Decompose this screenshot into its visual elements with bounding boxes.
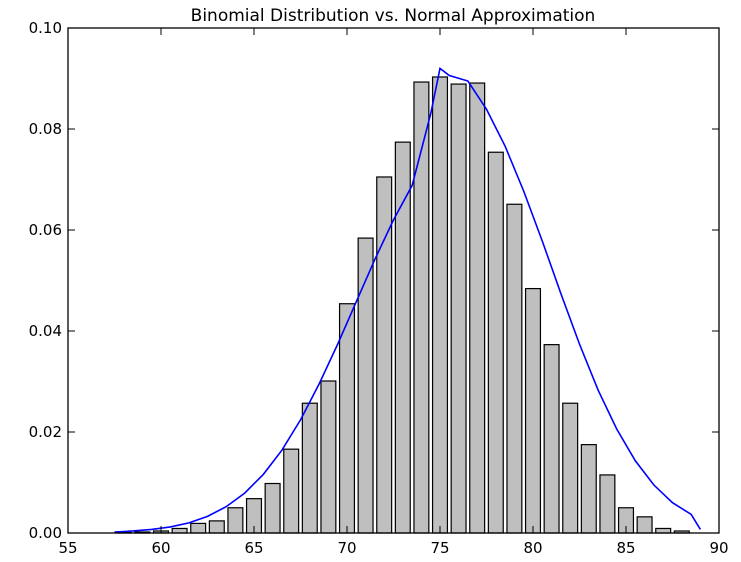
normal-approximation-line <box>114 66 702 533</box>
bar <box>394 141 411 534</box>
bar <box>524 287 542 534</box>
bar <box>562 402 579 534</box>
bar <box>543 344 560 534</box>
bar <box>431 76 449 534</box>
chart-title: Binomial Distribution vs. Normal Approxi… <box>191 6 596 26</box>
bar <box>283 448 300 534</box>
axes <box>67 27 720 534</box>
bar <box>227 507 244 534</box>
bar <box>190 522 207 534</box>
y-tick-label: 0.02 <box>29 423 62 441</box>
bar <box>171 527 188 534</box>
x-tick-label: 75 <box>430 539 449 557</box>
line-series-layer <box>114 66 702 533</box>
bar <box>655 527 672 534</box>
bar <box>636 516 653 534</box>
bar <box>320 380 337 534</box>
x-tick-label: 55 <box>58 539 77 557</box>
bar <box>208 520 225 534</box>
bar <box>264 482 281 534</box>
y-tick-label: 0.10 <box>29 19 62 37</box>
y-tick-label: 0.00 <box>29 524 62 542</box>
bar <box>301 402 318 534</box>
bar <box>580 444 597 534</box>
bar <box>506 203 523 534</box>
bar <box>338 303 356 534</box>
y-tick-label: 0.08 <box>29 120 62 138</box>
x-tick-label: 65 <box>244 539 263 557</box>
plot-area <box>68 28 719 533</box>
y-tick-label: 0.06 <box>29 221 62 239</box>
x-tick-label: 80 <box>523 539 542 557</box>
x-tick-label: 90 <box>709 539 728 557</box>
x-tick-label: 85 <box>616 539 635 557</box>
bar <box>450 83 467 534</box>
bar-series <box>115 76 690 534</box>
bar <box>599 474 616 534</box>
x-axis-ticks: 55 60 65 70 75 80 85 90 <box>58 28 729 557</box>
axes-frame <box>67 27 720 534</box>
bar <box>469 82 486 534</box>
bar <box>487 151 504 534</box>
y-axis-ticks: 0.00 0.02 0.04 0.06 0.08 0.10 <box>29 19 719 542</box>
y-tick-label: 0.04 <box>29 322 62 340</box>
x-tick-label: 70 <box>337 539 356 557</box>
plot-background <box>68 28 719 533</box>
x-tick-label: 60 <box>151 539 170 557</box>
